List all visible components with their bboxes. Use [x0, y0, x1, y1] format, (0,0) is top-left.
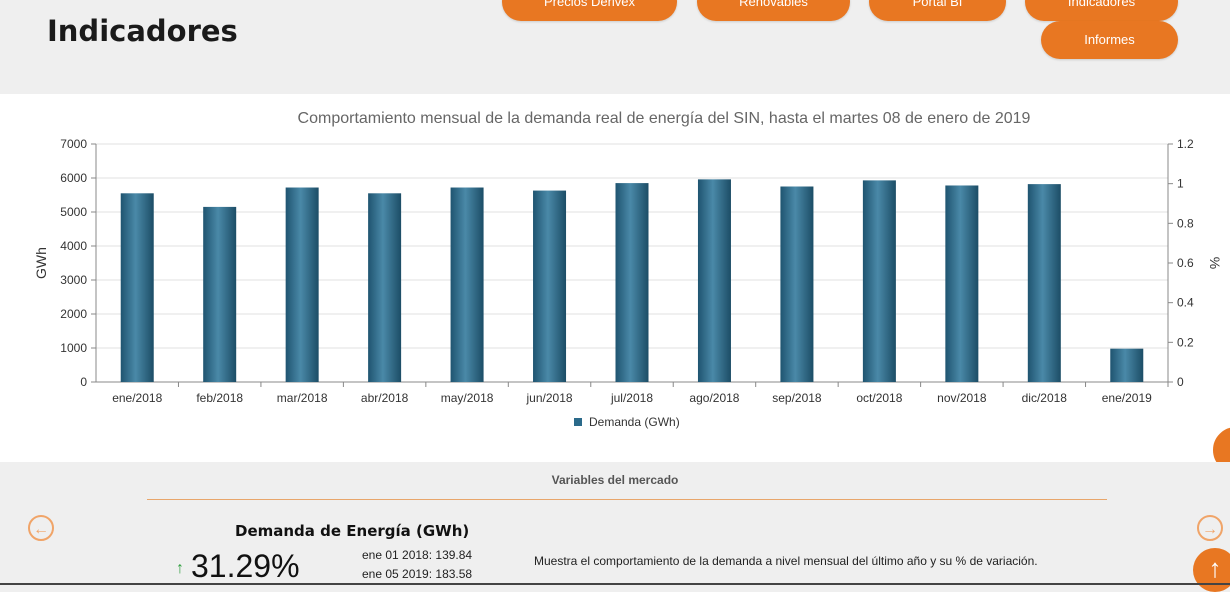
y2-tick-label: 0	[1177, 375, 1184, 389]
y2-tick-label: 0.8	[1177, 216, 1194, 230]
indicator-description: Muestra el comportamiento de la demanda …	[534, 554, 1038, 568]
y2-tick-label: 0.6	[1177, 256, 1194, 270]
y2-tick-label: 0.4	[1177, 296, 1194, 310]
bar	[533, 190, 567, 382]
demand-bar-chart: Comportamiento mensual de la demanda rea…	[33, 110, 1223, 429]
y2-tick-label: 1	[1177, 177, 1184, 191]
x-tick-label: sep/2018	[772, 391, 822, 405]
x-tick-label: abr/2018	[361, 391, 409, 405]
nav-button-informes[interactable]: Informes	[1041, 21, 1178, 59]
page-title: Indicadores	[47, 14, 238, 48]
x-tick-label: oct/2018	[856, 391, 902, 405]
x-tick-label: jun/2018	[526, 391, 573, 405]
y-tick-label: 6000	[60, 171, 87, 185]
y-tick-label: 7000	[60, 137, 87, 151]
bar	[615, 183, 649, 382]
bar	[862, 180, 896, 382]
scroll-top-icon[interactable]: ↑	[1193, 548, 1230, 592]
bar	[1027, 184, 1061, 382]
y2-tick-label: 1.2	[1177, 137, 1194, 151]
bar	[285, 187, 319, 382]
y-tick-label: 3000	[60, 273, 87, 287]
comparison-value-2: ene 05 2019: 183.58	[362, 567, 473, 581]
x-tick-label: may/2018	[441, 391, 494, 405]
x-tick-label: feb/2018	[196, 391, 243, 405]
trend-up-icon: ↑	[176, 560, 184, 577]
y2-axis-label: %	[1207, 257, 1223, 269]
variation-percent: 31.29%	[191, 548, 300, 584]
y-tick-label: 4000	[60, 239, 87, 253]
x-tick-label: ene/2018	[112, 391, 162, 405]
section-divider	[147, 499, 1107, 500]
x-tick-label: nov/2018	[937, 391, 987, 405]
comparison-value-1: ene 01 2018: 139.84	[362, 548, 473, 562]
y2-tick-label: 0.2	[1177, 335, 1194, 349]
indicator-title: Demanda de Energía (GWh)	[235, 522, 470, 540]
x-tick-label: jul/2018	[610, 391, 653, 405]
section-title: Variables del mercado	[551, 473, 679, 487]
x-tick-label: ene/2019	[1102, 391, 1152, 405]
legend-label: Demanda (GWh)	[589, 415, 680, 429]
bar	[368, 193, 402, 382]
x-tick-label: dic/2018	[1022, 391, 1068, 405]
market-variables-section: Variables del mercado ← → Demanda de Ene…	[0, 462, 1230, 592]
y-tick-label: 0	[80, 375, 87, 389]
bar	[120, 193, 154, 382]
bottom-border	[0, 583, 1230, 585]
y-axis-label: GWh	[33, 247, 49, 279]
x-tick-label: mar/2018	[277, 391, 328, 405]
page-header: Indicadores Precios Derivex Renovables P…	[0, 0, 1230, 94]
bar	[1110, 348, 1144, 382]
chart-panel: Comportamiento mensual de la demanda rea…	[0, 94, 1230, 475]
y-tick-label: 2000	[60, 307, 87, 321]
bar	[945, 185, 979, 382]
bar	[203, 206, 237, 382]
nav-button-portal-bi[interactable]: Portal BI	[869, 0, 1006, 21]
next-arrow-icon[interactable]: →	[1197, 515, 1223, 541]
nav-button-renovables[interactable]: Renovables	[697, 0, 850, 21]
legend-swatch	[574, 418, 582, 426]
nav-button-precios-derivex[interactable]: Precios Derivex	[502, 0, 677, 21]
y-tick-label: 1000	[60, 341, 87, 355]
bar	[697, 179, 731, 382]
prev-arrow-icon[interactable]: ←	[28, 515, 54, 541]
x-tick-label: ago/2018	[689, 391, 739, 405]
bar	[780, 186, 814, 382]
bar	[450, 187, 484, 382]
y-tick-label: 5000	[60, 205, 87, 219]
nav-button-indicadores[interactable]: Indicadores	[1025, 0, 1178, 21]
chart-title: Comportamiento mensual de la demanda rea…	[298, 110, 1031, 127]
